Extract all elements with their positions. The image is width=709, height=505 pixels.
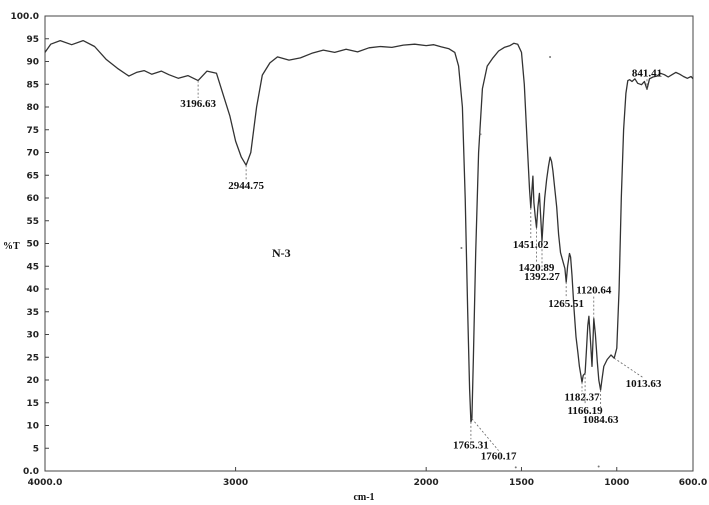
peak-label: 1420.89 [519,262,555,274]
peak-label: 2944.75 [228,180,264,192]
peak-label: 3196.63 [180,98,216,110]
chart-axes: 0.0 5 10 15 20 25 30 35 40 45 50 55 60 65 70 75 80 85 90 95… [11,12,708,488]
stray-dot [479,133,482,136]
peak-leader-line [471,418,499,451]
y-tick-label: 55 [26,217,39,227]
x-tick-label: 3000 [223,478,248,488]
stray-dots [460,55,600,469]
peak-label: 1182.37 [564,391,600,403]
peak-label: 1265.51 [548,298,584,310]
y-tick-label: 0.0 [23,467,39,477]
y-tick-label: 85 [26,80,39,90]
peak-label: 1013.63 [626,378,662,390]
y-tick-label: 60 [26,194,39,204]
series-line-transmittance [44,39,694,423]
x-tick-label: 1000 [604,478,629,488]
peak-label: 1166.19 [568,405,604,417]
peak-label: 1765.31 [453,439,489,451]
y-tick-label: 40 [26,285,39,295]
y-tick-label: 100.0 [11,12,39,22]
x-tick-label: 4000.0 [28,478,63,488]
stray-dot [460,247,463,250]
peak-label: 1120.64 [576,285,612,297]
y-tick-label: 80 [26,103,39,113]
peak-label: 841.41 [632,68,662,80]
x-tick-label: 600.0 [679,478,707,488]
y-tick-label: 20 [26,376,39,386]
peak-label: 1392.27 [524,271,560,283]
y-tick-label: 50 [26,240,39,250]
y-tick-label: 10 [26,422,39,432]
y-tick-label: 45 [26,262,39,272]
x-tick-label: 1500 [509,478,534,488]
stray-dot [549,55,552,58]
x-axis-ticks: 4000.0 3000 2000 1500 1000 600.0 [28,467,707,488]
peak-label: 1451.02 [513,239,549,251]
sample-annotation: N-3 [272,246,291,260]
stray-dot [597,465,600,468]
peak-label: 1084.63 [583,414,619,426]
x-axis-label: cm-1 [353,492,374,503]
y-tick-label: 90 [26,58,39,68]
y-tick-label: 15 [26,399,39,409]
y-tick-label: 25 [26,353,39,363]
y-tick-label: 35 [26,308,39,318]
y-tick-label: 75 [26,126,39,136]
y-tick-label: 95 [26,35,39,45]
stray-dot [514,466,517,469]
y-tick-label: 5 [33,444,39,454]
y-tick-label: 65 [26,171,39,181]
y-axis-ticks: 0.0 5 10 15 20 25 30 35 40 45 50 55 60 65 70 75 80 85 90 95… [11,12,49,477]
y-axis-label: %T [3,241,20,252]
peak-leader-line [613,357,644,379]
y-tick-label: 70 [26,149,39,159]
peak-label: 1760.17 [481,451,517,463]
x-tick-label: 2000 [414,478,439,488]
y-tick-label: 30 [26,331,39,341]
